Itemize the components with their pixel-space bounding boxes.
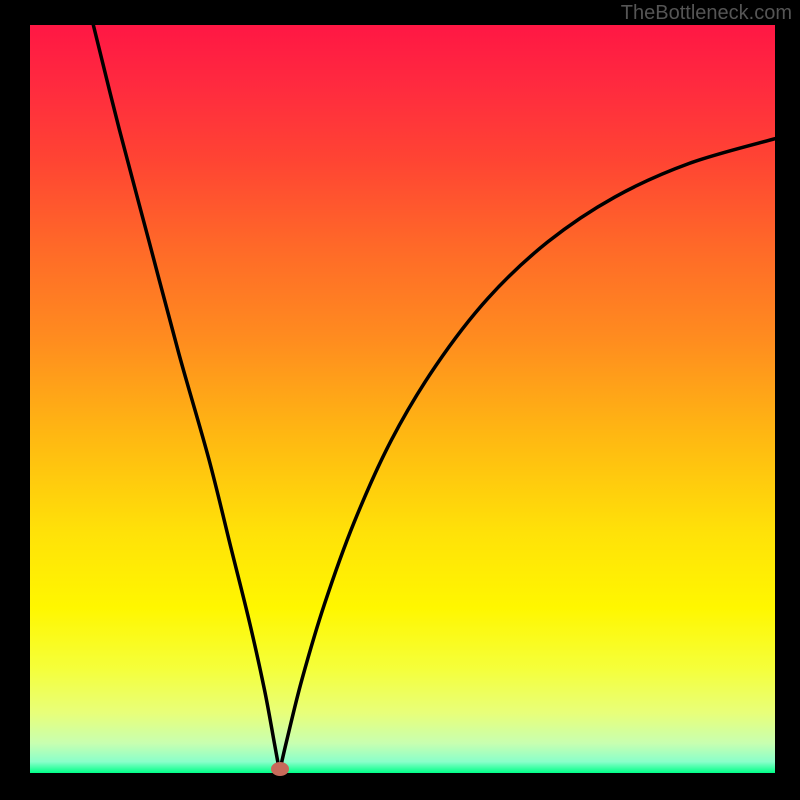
v-curve	[30, 25, 775, 773]
apex-marker	[271, 762, 289, 776]
chart-container: TheBottleneck.com	[0, 0, 800, 800]
plot-area	[30, 25, 775, 773]
curve-left-branch	[93, 25, 279, 772]
curve-right-branch	[280, 139, 775, 772]
watermark-text: TheBottleneck.com	[621, 2, 792, 25]
